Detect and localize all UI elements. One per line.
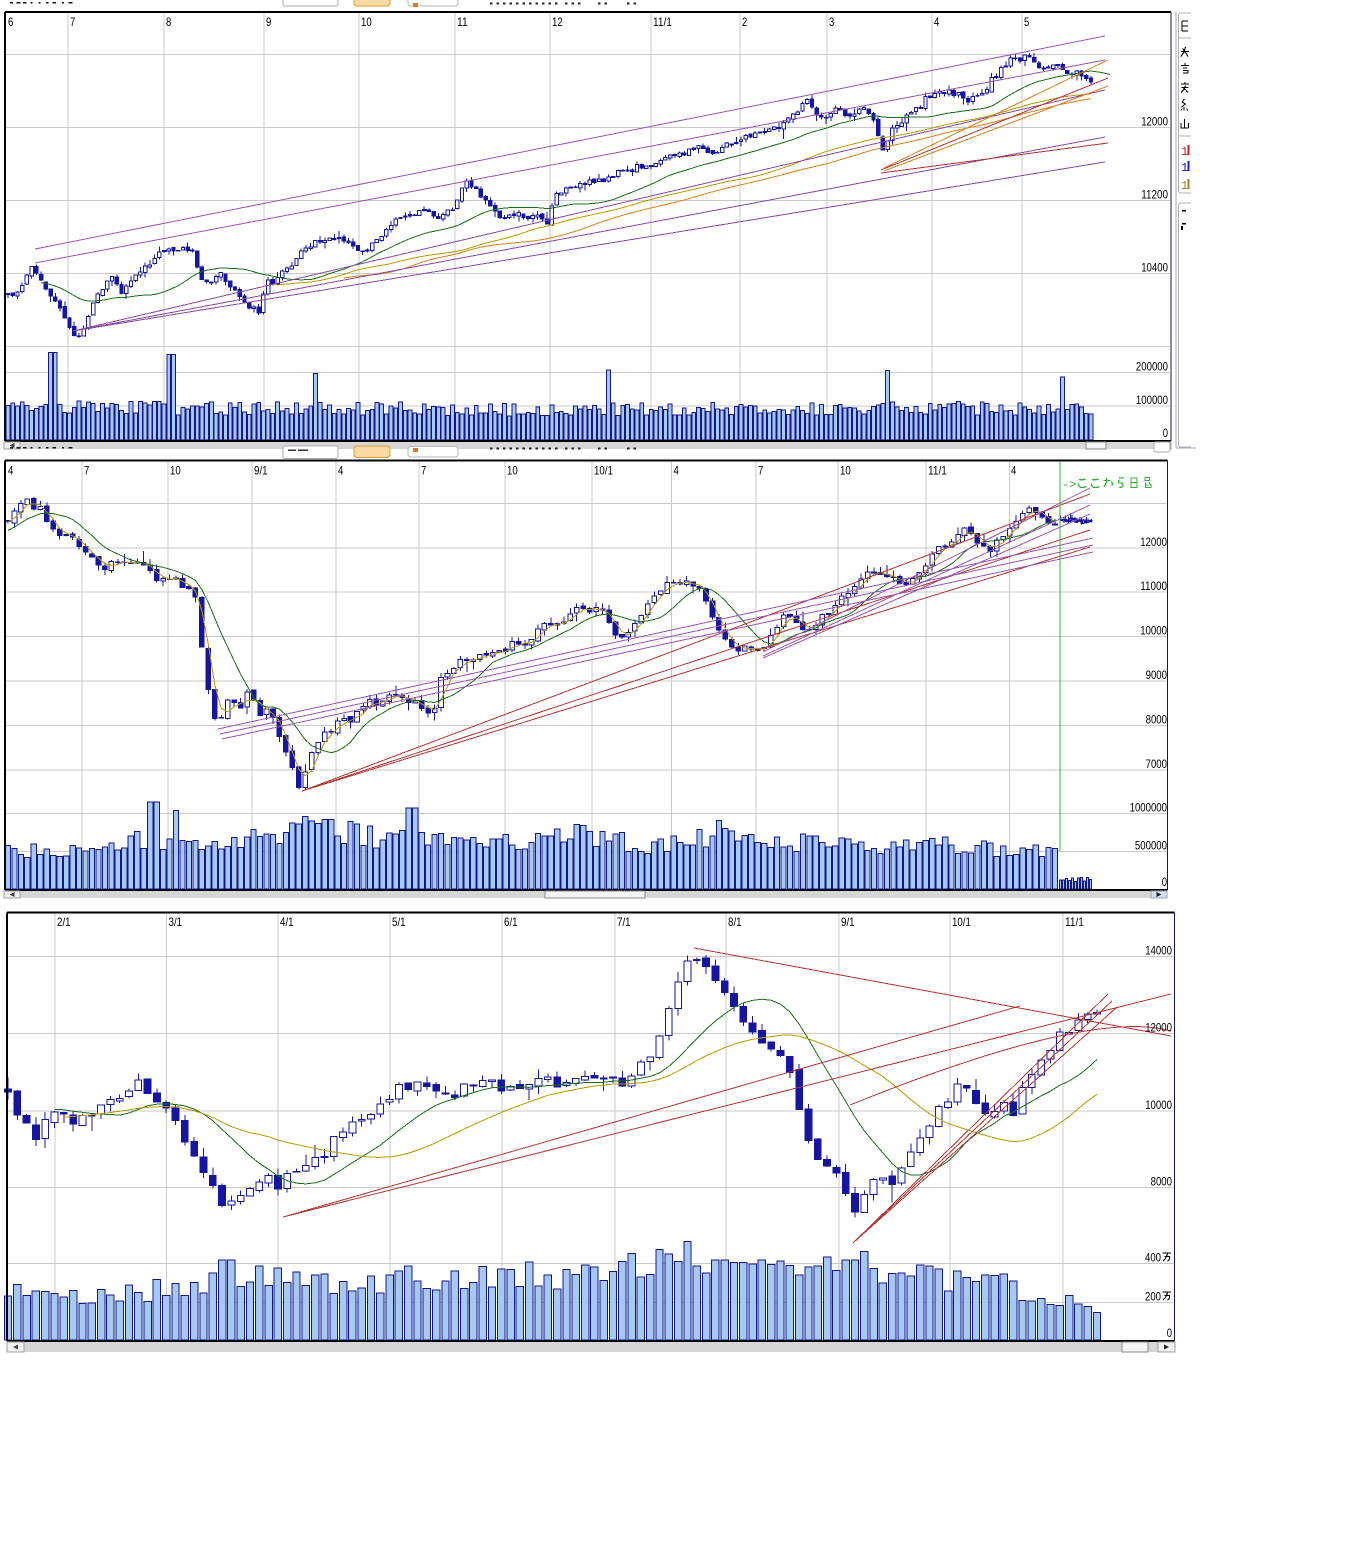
svg-text:4: 4 [338,464,344,478]
svg-text:10/1: 10/1 [952,915,971,929]
svg-text:8: 8 [166,15,172,29]
svg-text:500000: 500000 [1135,839,1167,853]
svg-text:11200: 11200 [1141,188,1168,202]
svg-text:1: 1 [1181,179,1188,193]
svg-text:10000: 10000 [1140,624,1167,638]
svg-text:4: 4 [8,464,14,478]
svg-text:11/1: 11/1 [653,15,672,29]
svg-text:4: 4 [934,15,940,29]
svg-text:2/1: 2/1 [57,915,71,929]
svg-text:10: 10 [361,15,372,29]
svg-text:3/1: 3/1 [169,915,183,929]
svg-text:9: 9 [266,15,272,29]
svg-text:12000: 12000 [1145,1021,1172,1035]
svg-text:4: 4 [1011,464,1017,478]
svg-text:9000: 9000 [1146,668,1168,682]
svg-text:1: 1 [1181,161,1188,175]
svg-text:4: 4 [674,464,680,478]
svg-text:14000: 14000 [1145,944,1172,958]
svg-text:6: 6 [8,15,14,29]
svg-text:10000: 10000 [1145,1098,1172,1112]
svg-text:7: 7 [70,15,76,29]
svg-text:1: 1 [1181,145,1188,159]
svg-text:12000: 12000 [1140,535,1167,549]
svg-text:12: 12 [552,15,563,29]
svg-text:6/1: 6/1 [504,915,518,929]
svg-text:7: 7 [84,464,90,478]
svg-text:11000: 11000 [1140,579,1167,593]
svg-text:7/1: 7/1 [617,915,631,929]
svg-text:5/1: 5/1 [392,915,406,929]
svg-text:11/1: 11/1 [928,464,947,478]
svg-text:200000: 200000 [1136,360,1168,374]
svg-text:10: 10 [170,464,181,478]
svg-text:4/1: 4/1 [280,915,294,929]
svg-text:8/1: 8/1 [728,915,742,929]
svg-text:10: 10 [840,464,851,478]
svg-text:10/1: 10/1 [594,464,613,478]
svg-text:11: 11 [457,15,468,29]
svg-text:7: 7 [758,464,764,478]
svg-text:10400: 10400 [1141,261,1168,275]
svg-text:100000: 100000 [1136,393,1168,407]
svg-text:0: 0 [1163,426,1169,440]
svg-text:1000000: 1000000 [1130,801,1168,815]
svg-text:5: 5 [1024,15,1030,29]
svg-text:12000: 12000 [1141,115,1168,129]
svg-text:200: 200 [1145,1290,1161,1304]
svg-text:8000: 8000 [1151,1175,1173,1189]
svg-text:0: 0 [1162,875,1168,889]
svg-text:7000: 7000 [1146,757,1168,771]
svg-text:9/1: 9/1 [841,915,855,929]
svg-text:11/1: 11/1 [1065,915,1084,929]
svg-text:400: 400 [1145,1251,1161,1265]
svg-text:0: 0 [1167,1326,1173,1340]
svg-text:->: -> [1062,478,1076,492]
svg-text:10: 10 [507,464,518,478]
svg-text:7: 7 [421,464,427,478]
svg-text:9/1: 9/1 [254,464,268,478]
svg-text:3: 3 [829,15,835,29]
svg-text:8000: 8000 [1146,712,1168,726]
svg-text:2: 2 [742,15,748,29]
